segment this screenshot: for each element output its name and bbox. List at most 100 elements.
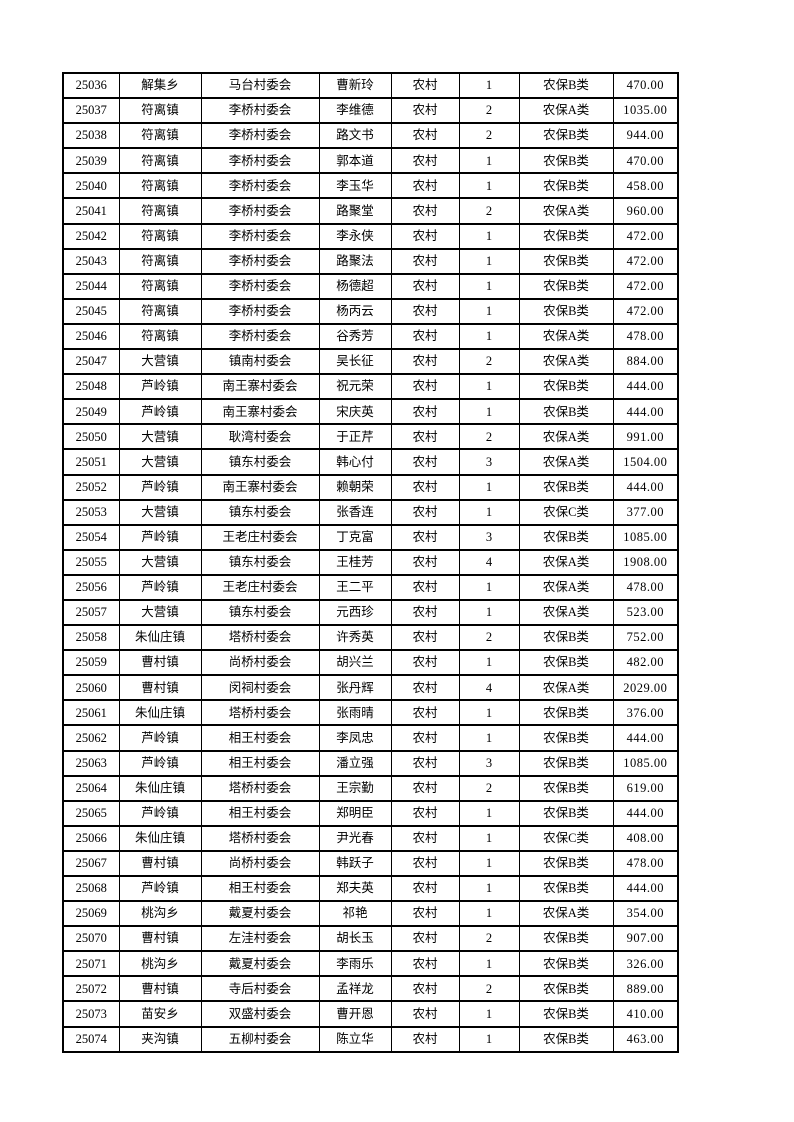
table-row: 25036 解集乡 马台村委会 曹新玲 农村 1 农保B类 470.00 <box>62 71 679 100</box>
amount-cell: 444.00 <box>612 874 679 903</box>
amount-cell: 376.00 <box>612 699 679 727</box>
person-name-cell: 元西珍 <box>318 598 392 627</box>
table-row: 25040 符离镇 李桥村委会 李玉华 农村 1 农保B类 458.00 <box>62 172 679 200</box>
person-name-cell: 郭本道 <box>318 147 392 175</box>
record-id-cell: 25047 <box>62 348 120 376</box>
residence-type-cell: 农村 <box>390 348 460 376</box>
person-name-cell: 孟祥龙 <box>318 975 392 1003</box>
table-row: 25043 符离镇 李桥村委会 路聚法 农村 1 农保B类 472.00 <box>62 247 679 275</box>
town-cell: 芦岭镇 <box>118 523 202 551</box>
village-committee-cell: 李桥村委会 <box>200 197 320 225</box>
record-id-cell: 25036 <box>62 71 120 100</box>
person-count-cell: 3 <box>458 749 520 777</box>
amount-cell: 470.00 <box>612 71 679 100</box>
insurance-category-cell: 农保B类 <box>518 373 614 401</box>
residence-type-cell: 农村 <box>390 398 460 426</box>
amount-cell: 470.00 <box>612 147 679 175</box>
insurance-category-cell: 农保B类 <box>518 925 614 953</box>
person-name-cell: 李永侠 <box>318 222 392 250</box>
town-cell: 朱仙庄镇 <box>118 699 202 727</box>
insurance-category-cell: 农保C类 <box>518 824 614 852</box>
person-count-cell: 1 <box>458 398 520 426</box>
person-name-cell: 王宗勤 <box>318 774 392 802</box>
residence-type-cell: 农村 <box>390 122 460 150</box>
town-cell: 符离镇 <box>118 147 202 175</box>
town-cell: 芦岭镇 <box>118 473 202 501</box>
town-cell: 桃沟乡 <box>118 900 202 928</box>
record-id-cell: 25050 <box>62 423 120 451</box>
village-committee-cell: 左洼村委会 <box>200 925 320 953</box>
table-row: 25047 大营镇 镇南村委会 吴长征 农村 2 农保A类 884.00 <box>62 348 679 376</box>
town-cell: 大营镇 <box>118 348 202 376</box>
residence-type-cell: 农村 <box>390 724 460 752</box>
residence-type-cell: 农村 <box>390 749 460 777</box>
person-name-cell: 宋庆英 <box>318 398 392 426</box>
insurance-category-cell: 农保B类 <box>518 975 614 1003</box>
town-cell: 解集乡 <box>118 71 202 100</box>
person-name-cell: 王桂芳 <box>318 548 392 576</box>
person-count-cell: 1 <box>458 222 520 250</box>
town-cell: 符离镇 <box>118 172 202 200</box>
insurance-category-cell: 农保B类 <box>518 1000 614 1028</box>
town-cell: 朱仙庄镇 <box>118 824 202 852</box>
person-count-cell: 1 <box>458 1000 520 1028</box>
table-row: 25068 芦岭镇 相王村委会 郑夫英 农村 1 农保B类 444.00 <box>62 874 679 903</box>
person-count-cell: 1 <box>458 573 520 601</box>
person-count-cell: 2 <box>458 97 520 125</box>
village-committee-cell: 镇南村委会 <box>200 348 320 376</box>
residence-type-cell: 农村 <box>390 900 460 928</box>
amount-cell: 960.00 <box>612 197 679 225</box>
record-id-cell: 25068 <box>62 874 120 903</box>
record-id-cell: 25062 <box>62 724 120 752</box>
insurance-category-cell: 农保A类 <box>518 423 614 451</box>
person-name-cell: 许秀英 <box>318 624 392 652</box>
table-row: 25050 大营镇 耿湾村委会 于正芹 农村 2 农保A类 991.00 <box>62 423 679 451</box>
amount-cell: 472.00 <box>612 247 679 275</box>
residence-type-cell: 农村 <box>390 197 460 225</box>
residence-type-cell: 农村 <box>390 473 460 501</box>
residence-type-cell: 农村 <box>390 97 460 125</box>
insurance-category-cell: 农保B类 <box>518 297 614 325</box>
residence-type-cell: 农村 <box>390 247 460 275</box>
insurance-category-cell: 农保B类 <box>518 247 614 275</box>
village-committee-cell: 镇东村委会 <box>200 448 320 476</box>
insurance-category-cell: 农保B类 <box>518 523 614 551</box>
town-cell: 大营镇 <box>118 598 202 627</box>
amount-cell: 408.00 <box>612 824 679 852</box>
record-id-cell: 25069 <box>62 900 120 928</box>
person-name-cell: 李凤忠 <box>318 724 392 752</box>
insurance-category-cell: 农保A类 <box>518 674 614 702</box>
amount-cell: 463.00 <box>612 1025 679 1054</box>
amount-cell: 326.00 <box>612 950 679 978</box>
insurance-category-cell: 农保B类 <box>518 71 614 100</box>
person-name-cell: 潘立强 <box>318 749 392 777</box>
table-row: 25048 芦岭镇 南王寨村委会 祝元荣 农村 1 农保B类 444.00 <box>62 373 679 401</box>
village-committee-cell: 耿湾村委会 <box>200 423 320 451</box>
residence-type-cell: 农村 <box>390 322 460 351</box>
amount-cell: 444.00 <box>612 373 679 401</box>
insurance-category-cell: 农保B类 <box>518 799 614 827</box>
village-committee-cell: 镇东村委会 <box>200 498 320 526</box>
person-name-cell: 张丹辉 <box>318 674 392 702</box>
record-id-cell: 25039 <box>62 147 120 175</box>
town-cell: 符离镇 <box>118 222 202 250</box>
table-row: 25064 朱仙庄镇 塔桥村委会 王宗勤 农村 2 农保B类 619.00 <box>62 774 679 802</box>
person-name-cell: 祁艳 <box>318 900 392 928</box>
insurance-category-cell: 农保B类 <box>518 950 614 978</box>
record-id-cell: 25072 <box>62 975 120 1003</box>
town-cell: 符离镇 <box>118 122 202 150</box>
residence-type-cell: 农村 <box>390 699 460 727</box>
village-committee-cell: 塔桥村委会 <box>200 699 320 727</box>
amount-cell: 889.00 <box>612 975 679 1003</box>
residence-type-cell: 农村 <box>390 598 460 627</box>
person-count-cell: 3 <box>458 523 520 551</box>
record-id-cell: 25055 <box>62 548 120 576</box>
person-name-cell: 韩心付 <box>318 448 392 476</box>
record-id-cell: 25073 <box>62 1000 120 1028</box>
person-name-cell: 丁克富 <box>318 523 392 551</box>
record-id-cell: 25059 <box>62 649 120 677</box>
town-cell: 芦岭镇 <box>118 573 202 601</box>
person-count-cell: 2 <box>458 197 520 225</box>
record-id-cell: 25042 <box>62 222 120 250</box>
table-row: 25059 曹村镇 尚桥村委会 胡兴兰 农村 1 农保B类 482.00 <box>62 649 679 677</box>
